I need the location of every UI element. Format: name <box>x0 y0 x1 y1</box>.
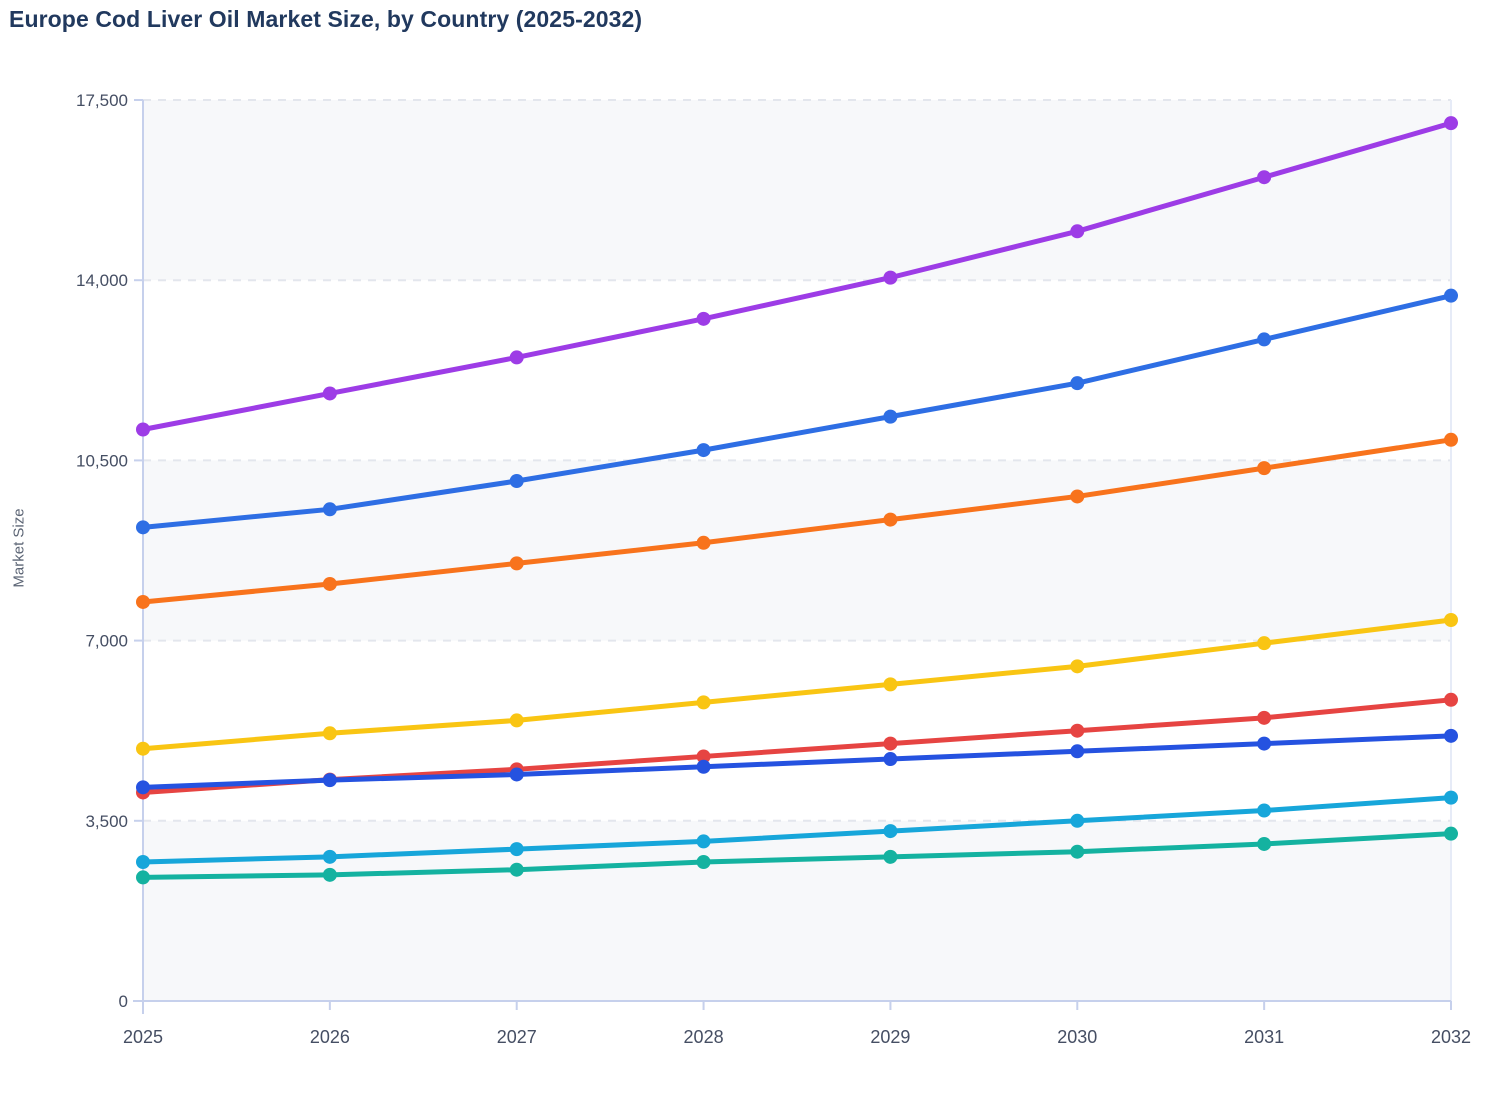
point-red-2030[interactable] <box>1070 724 1084 738</box>
line-royal-blue <box>143 736 1451 787</box>
x-tick-label: 2032 <box>1431 1027 1471 1047</box>
point-purple-2028[interactable] <box>697 312 711 326</box>
point-yellow-2032[interactable] <box>1444 613 1458 627</box>
point-cyan-2028[interactable] <box>697 834 711 848</box>
point-purple-2026[interactable] <box>323 386 337 400</box>
y-tick-label: 7,000 <box>85 632 128 651</box>
y-tick-label: 17,500 <box>76 91 128 110</box>
point-cyan-2026[interactable] <box>323 850 337 864</box>
point-teal-2026[interactable] <box>323 868 337 882</box>
point-orange-2032[interactable] <box>1444 433 1458 447</box>
y-tick-label: 10,500 <box>76 451 128 470</box>
point-royal-blue-2026[interactable] <box>323 773 337 787</box>
x-tick-label: 2029 <box>870 1027 910 1047</box>
chart-figure: Europe Cod Liver Oil Market Size, by Cou… <box>0 0 1508 1120</box>
point-teal-2028[interactable] <box>697 855 711 869</box>
point-red-2032[interactable] <box>1444 693 1458 707</box>
point-yellow-2028[interactable] <box>697 695 711 709</box>
point-royal-blue-2032[interactable] <box>1444 729 1458 743</box>
point-orange-2029[interactable] <box>883 513 897 527</box>
point-royal-blue-2031[interactable] <box>1257 737 1271 751</box>
point-purple-2031[interactable] <box>1257 170 1271 184</box>
point-yellow-2025[interactable] <box>136 742 150 756</box>
point-blue-2031[interactable] <box>1257 332 1271 346</box>
point-orange-2025[interactable] <box>136 595 150 609</box>
point-cyan-2027[interactable] <box>510 842 524 856</box>
point-red-2029[interactable] <box>883 737 897 751</box>
plot-band <box>143 460 1451 640</box>
point-teal-2029[interactable] <box>883 850 897 864</box>
point-yellow-2031[interactable] <box>1257 636 1271 650</box>
point-teal-2032[interactable] <box>1444 827 1458 841</box>
y-tick-label: 14,000 <box>76 271 128 290</box>
point-purple-2030[interactable] <box>1070 224 1084 238</box>
point-yellow-2029[interactable] <box>883 677 897 691</box>
x-tick-label: 2031 <box>1244 1027 1284 1047</box>
point-blue-2027[interactable] <box>510 474 524 488</box>
plot-band <box>143 100 1451 280</box>
y-axis-title: Market Size <box>11 508 28 587</box>
point-royal-blue-2028[interactable] <box>697 760 711 774</box>
point-royal-blue-2029[interactable] <box>883 752 897 766</box>
line-chart: 0 3,500 7,000 10,500 14,000 17,500 2025 2026 202… <box>0 0 1508 1120</box>
point-teal-2027[interactable] <box>510 863 524 877</box>
x-tick-label: 2030 <box>1057 1027 1097 1047</box>
point-royal-blue-2025[interactable] <box>136 780 150 794</box>
y-tick-label: 3,500 <box>85 812 128 831</box>
point-purple-2029[interactable] <box>883 271 897 285</box>
point-teal-2031[interactable] <box>1257 837 1271 851</box>
point-purple-2025[interactable] <box>136 423 150 437</box>
point-cyan-2029[interactable] <box>883 824 897 838</box>
x-tick-label: 2027 <box>497 1027 537 1047</box>
point-purple-2032[interactable] <box>1444 116 1458 130</box>
point-orange-2030[interactable] <box>1070 489 1084 503</box>
point-orange-2027[interactable] <box>510 556 524 570</box>
point-teal-2030[interactable] <box>1070 845 1084 859</box>
point-blue-2028[interactable] <box>697 443 711 457</box>
point-blue-2026[interactable] <box>323 502 337 516</box>
point-blue-2025[interactable] <box>136 520 150 534</box>
point-orange-2026[interactable] <box>323 577 337 591</box>
x-tick-label: 2025 <box>123 1027 163 1047</box>
point-purple-2027[interactable] <box>510 350 524 364</box>
point-royal-blue-2027[interactable] <box>510 767 524 781</box>
point-cyan-2032[interactable] <box>1444 791 1458 805</box>
point-yellow-2030[interactable] <box>1070 659 1084 673</box>
x-tick-label: 2026 <box>310 1027 350 1047</box>
point-blue-2030[interactable] <box>1070 376 1084 390</box>
point-cyan-2030[interactable] <box>1070 814 1084 828</box>
point-royal-blue-2030[interactable] <box>1070 744 1084 758</box>
point-cyan-2031[interactable] <box>1257 804 1271 818</box>
point-red-2031[interactable] <box>1257 711 1271 725</box>
x-tick-label: 2028 <box>684 1027 724 1047</box>
y-tick-label: 0 <box>119 992 128 1011</box>
point-cyan-2025[interactable] <box>136 855 150 869</box>
point-orange-2028[interactable] <box>697 536 711 550</box>
point-orange-2031[interactable] <box>1257 461 1271 475</box>
point-yellow-2026[interactable] <box>323 726 337 740</box>
chart-title: Europe Cod Liver Oil Market Size, by Cou… <box>9 6 642 33</box>
point-teal-2025[interactable] <box>136 870 150 884</box>
point-blue-2032[interactable] <box>1444 289 1458 303</box>
point-yellow-2027[interactable] <box>510 713 524 727</box>
plot-band <box>143 821 1451 1001</box>
point-blue-2029[interactable] <box>883 410 897 424</box>
